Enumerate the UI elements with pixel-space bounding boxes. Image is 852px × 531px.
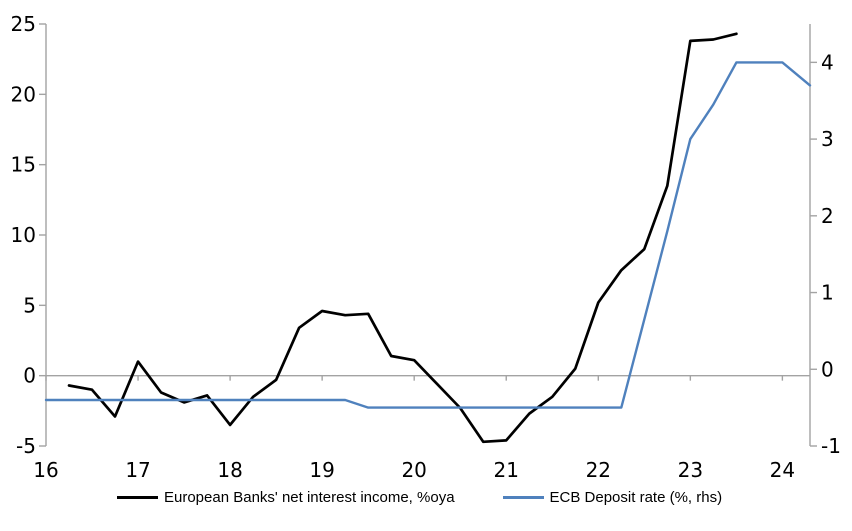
right-axis-tick-label: -1 xyxy=(821,434,841,458)
x-axis-tick-label: 22 xyxy=(586,458,611,482)
x-axis-tick-label: 18 xyxy=(217,458,242,482)
left-axis-tick-label: 0 xyxy=(23,364,36,388)
right-axis-tick-label: 1 xyxy=(821,281,834,305)
x-axis-tick-label: 16 xyxy=(33,458,58,482)
left-axis-tick-label: 10 xyxy=(11,223,36,247)
series-line-ecb-deposit-rate xyxy=(44,61,812,409)
chart-legend: European Banks' net interest income, %oy… xyxy=(117,489,722,506)
x-axis-tick-label: 17 xyxy=(125,458,150,482)
right-axis-tick-label: 0 xyxy=(821,357,834,381)
left-axis-tick-label: 25 xyxy=(11,12,36,36)
left-axis-tick-label: 5 xyxy=(23,293,36,317)
left-axis-tick-label: 15 xyxy=(11,153,36,177)
right-axis-tick-label: 3 xyxy=(821,127,834,151)
left-axis-tick-label: 20 xyxy=(11,82,36,106)
x-axis-tick-label: 19 xyxy=(309,458,334,482)
x-axis-tick-label: 24 xyxy=(770,458,795,482)
x-axis-tick-label: 20 xyxy=(401,458,426,482)
legend-item-net-interest-income: European Banks' net interest income, %oy… xyxy=(117,489,455,506)
x-axis-tick-label: 23 xyxy=(678,458,703,482)
x-axis-tick-label: 21 xyxy=(494,458,519,482)
right-axis-tick-label: 2 xyxy=(821,204,834,228)
legend-line-swatch-blue xyxy=(502,496,544,499)
legend-item-ecb-deposit-rate: ECB Deposit rate (%, rhs) xyxy=(502,489,723,506)
series-line-net-interest-income xyxy=(67,32,738,444)
legend-label-net-interest-income: European Banks' net interest income, %oy… xyxy=(164,489,455,506)
legend-line-swatch-black xyxy=(117,496,158,499)
left-axis-tick-label: -5 xyxy=(16,434,36,458)
legend-label-ecb-deposit-rate: ECB Deposit rate (%, rhs) xyxy=(549,489,723,506)
right-axis-tick-label: 4 xyxy=(821,50,834,74)
